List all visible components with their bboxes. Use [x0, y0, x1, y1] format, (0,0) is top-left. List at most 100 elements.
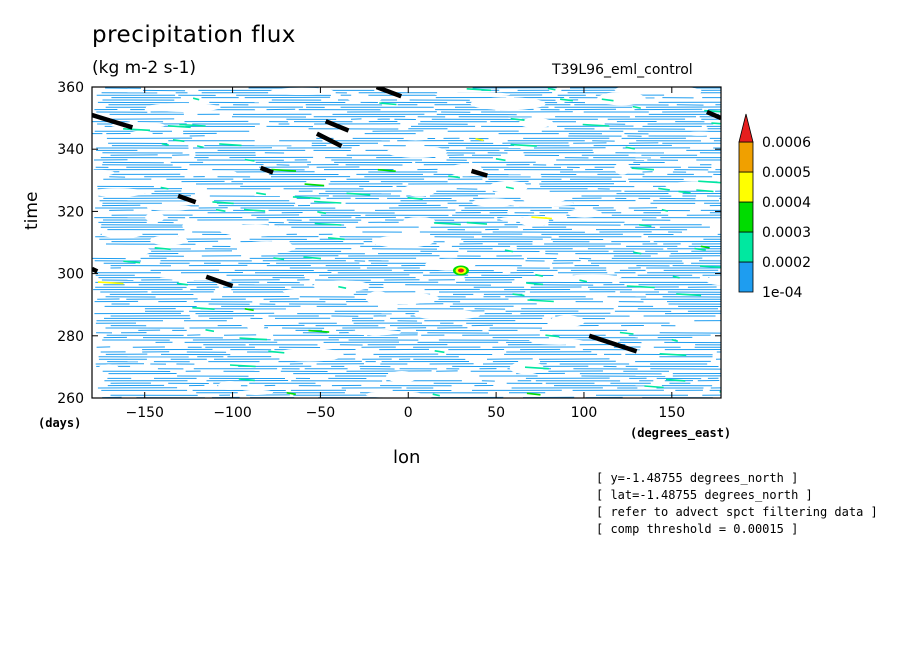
field-gap: [472, 198, 516, 207]
field-high-streak: [176, 282, 188, 286]
field-high-streak: [192, 306, 215, 310]
note-line: [ lat=-1.48755 degrees_north ]: [596, 488, 813, 502]
field-high-streak: [639, 224, 652, 228]
y-tick-label: 320: [57, 204, 84, 220]
field-high-streak: [625, 146, 636, 150]
y-axis-unit: (days): [38, 416, 82, 430]
threshold-track: [470, 168, 488, 178]
field-high-streak: [466, 221, 488, 225]
note-line: [ comp threshold = 0.00015 ]: [596, 522, 799, 536]
field-gap: [92, 244, 152, 258]
field-high-streak: [160, 186, 169, 190]
field-gap: [145, 212, 165, 223]
field-high-streak: [659, 353, 687, 357]
field-gap: [401, 184, 437, 197]
colorbar-swatch: [738, 141, 754, 173]
field-high-streak: [346, 192, 371, 196]
colorbar: 1e-04 0.0002 0.0003 0.0004 0.0005 0.0006: [738, 113, 811, 301]
field-gap: [92, 169, 115, 176]
field-high-streak: [434, 222, 461, 226]
field-high-streak: [154, 247, 171, 251]
threshold-track: [588, 333, 638, 354]
colorbar-label: 0.0006: [762, 135, 811, 151]
field-high-streak: [582, 123, 610, 127]
x-tick-label: −100: [213, 405, 251, 421]
threshold-track: [706, 109, 721, 121]
field-gap: [563, 274, 622, 280]
colorbar-label: 1e-04: [762, 285, 802, 301]
field-high-streak: [510, 117, 525, 121]
field-high-streak: [271, 168, 297, 172]
field-gap: [597, 92, 646, 106]
field-gap: [614, 162, 631, 175]
chart-units: (kg m-2 s-1): [92, 58, 197, 78]
plot-notes: [ y=-1.48755 degrees_north ] [ lat=-1.48…: [596, 470, 878, 538]
threshold-track: [92, 112, 134, 130]
field-high-streak: [229, 364, 256, 368]
field-gap: [706, 275, 721, 286]
field-gap: [520, 192, 568, 204]
field-gap: [531, 339, 588, 345]
field-high-streak: [633, 251, 642, 255]
field-high-streak: [317, 211, 327, 215]
field-gap: [159, 276, 236, 281]
field-high-streak: [626, 285, 655, 289]
field-high-streak: [244, 158, 255, 162]
field-gap: [518, 118, 554, 128]
x-tick-label: 50: [487, 405, 505, 421]
field-high-streak: [547, 87, 556, 91]
field-high-streak: [698, 180, 721, 184]
field-gap: [435, 92, 511, 97]
threshold-track: [375, 87, 403, 99]
field-high-streak: [579, 279, 588, 283]
field-gap: [205, 170, 237, 175]
x-tick-label: −150: [125, 405, 163, 421]
y-tick-label: 260: [57, 391, 84, 407]
field-high-streak: [328, 237, 345, 241]
colorbar-label: 0.0004: [762, 195, 811, 211]
threshold-track: [205, 274, 234, 289]
field-high-streak: [495, 158, 506, 162]
field-high-streak: [601, 98, 614, 102]
field-high-streak: [123, 128, 151, 132]
field-high-streak: [314, 222, 342, 226]
y-tick-label: 280: [57, 329, 84, 345]
hotspot-core: [457, 268, 464, 273]
colorbar-swatch: [738, 171, 754, 203]
field-high-streak: [678, 190, 691, 194]
field-high-streak: [308, 329, 330, 333]
field-gap: [130, 130, 153, 137]
precipitation-field: [92, 87, 721, 398]
field-gap: [313, 280, 370, 292]
threshold-track: [324, 119, 350, 133]
field-gap: [665, 181, 721, 191]
field-gap: [92, 188, 146, 197]
field-high-streak: [268, 350, 285, 354]
field-high-streak: [338, 285, 347, 289]
field-high-streak: [699, 265, 721, 269]
field-gap: [549, 315, 585, 328]
field-gap: [247, 321, 265, 332]
field-high-streak: [292, 196, 321, 200]
colorbar-extend-arrow: [738, 113, 754, 143]
colorbar-label: 0.0002: [762, 255, 811, 271]
x-axis-unit: (degrees_east): [630, 426, 732, 440]
threshold-track: [177, 193, 197, 205]
field-gap: [372, 235, 434, 248]
field-high-streak: [694, 247, 706, 251]
field-high-streak: [700, 245, 710, 249]
field-gap: [270, 87, 334, 96]
field-high-streak: [672, 275, 680, 279]
field-high-streak: [676, 293, 702, 297]
colorbar-label: 0.0005: [762, 165, 811, 181]
field-high-streak: [215, 208, 226, 212]
field-gap: [348, 97, 382, 102]
field-high-streak: [531, 216, 552, 220]
field-gap: [567, 209, 602, 218]
field-high-streak: [314, 200, 342, 204]
field-high-streak: [434, 350, 445, 354]
field-high-streak: [504, 249, 514, 253]
field-gap: [219, 224, 286, 237]
x-tick-label: 150: [658, 405, 685, 421]
